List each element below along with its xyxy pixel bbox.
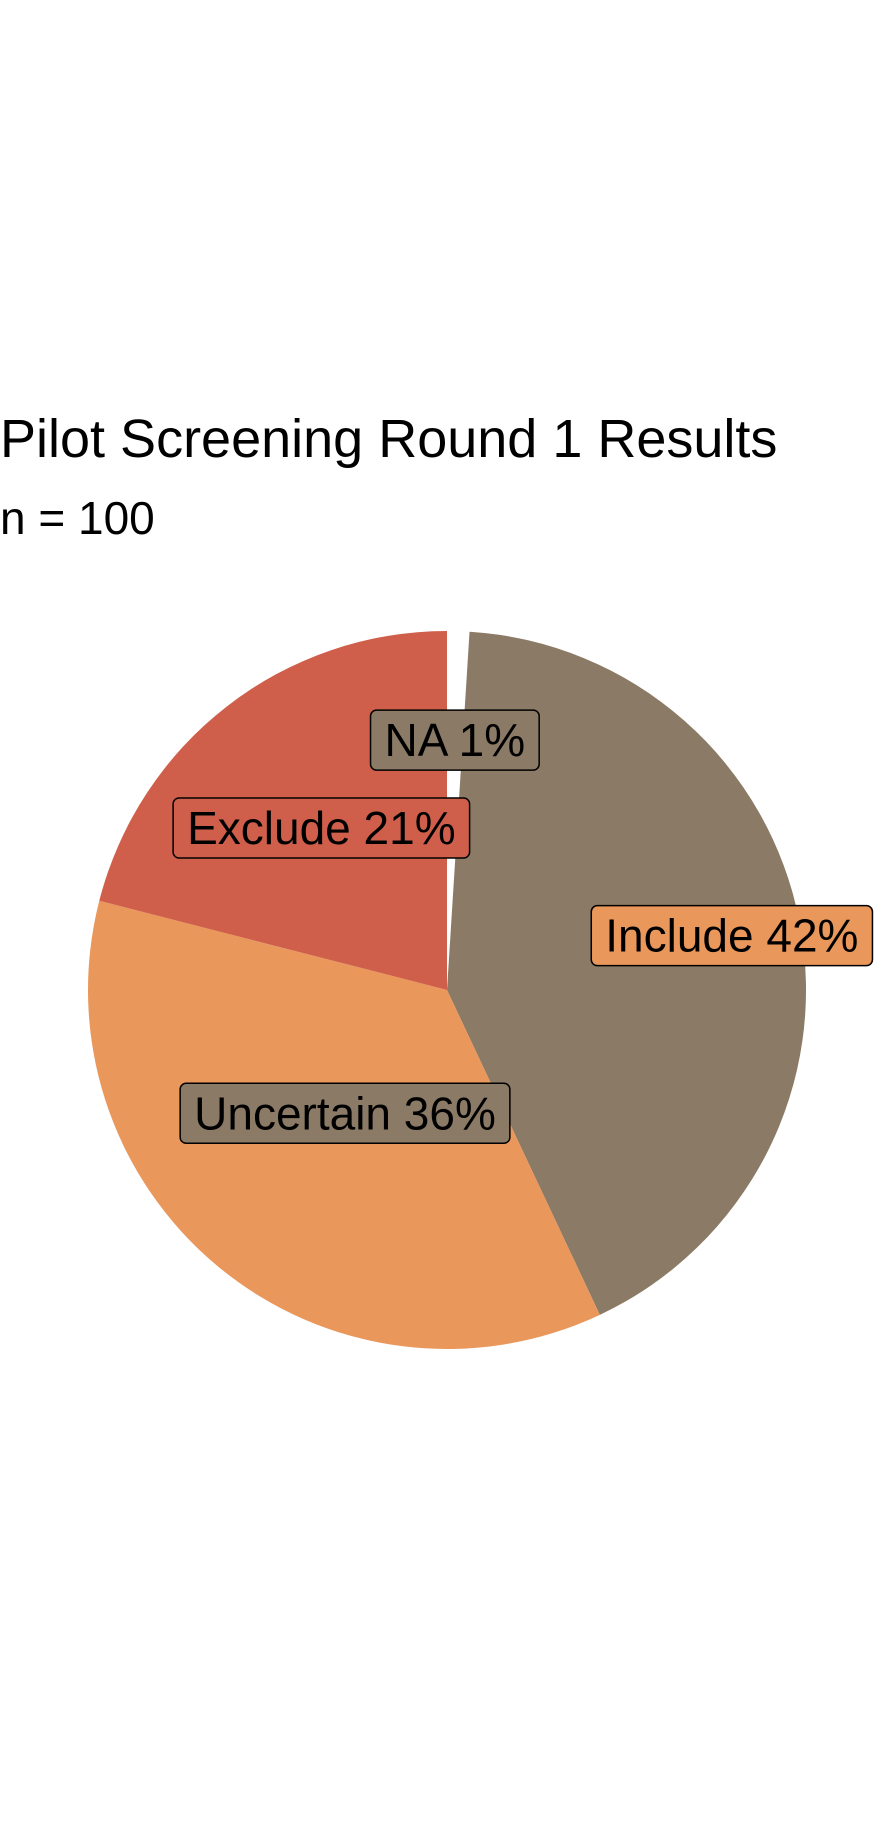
slice-label-text: Include 42%	[605, 910, 858, 962]
slice-label-text: Uncertain 36%	[194, 1087, 496, 1139]
slice-label-box	[172, 797, 471, 859]
slice-label-include: Include 42%	[590, 904, 874, 967]
slice-label-box	[179, 1082, 511, 1145]
slice-label-na: NA 1%	[369, 709, 540, 771]
slice-label-text: Exclude 21%	[187, 802, 456, 854]
pie-slice-include	[447, 631, 806, 1315]
chart-subtitle: n = 100	[0, 492, 155, 544]
slice-label-text: NA 1%	[385, 714, 526, 766]
slice-label-uncertain: Uncertain 36%	[179, 1082, 511, 1145]
slice-label-exclude: Exclude 21%	[172, 797, 471, 859]
slice-label-box	[369, 709, 540, 771]
pie-labels: NA 1% Include 42% Uncertain 36% Exclude 21%	[172, 709, 874, 1145]
chart-title: Pilot Screening Round 1 Results	[0, 409, 778, 469]
slice-label-box	[590, 904, 874, 967]
